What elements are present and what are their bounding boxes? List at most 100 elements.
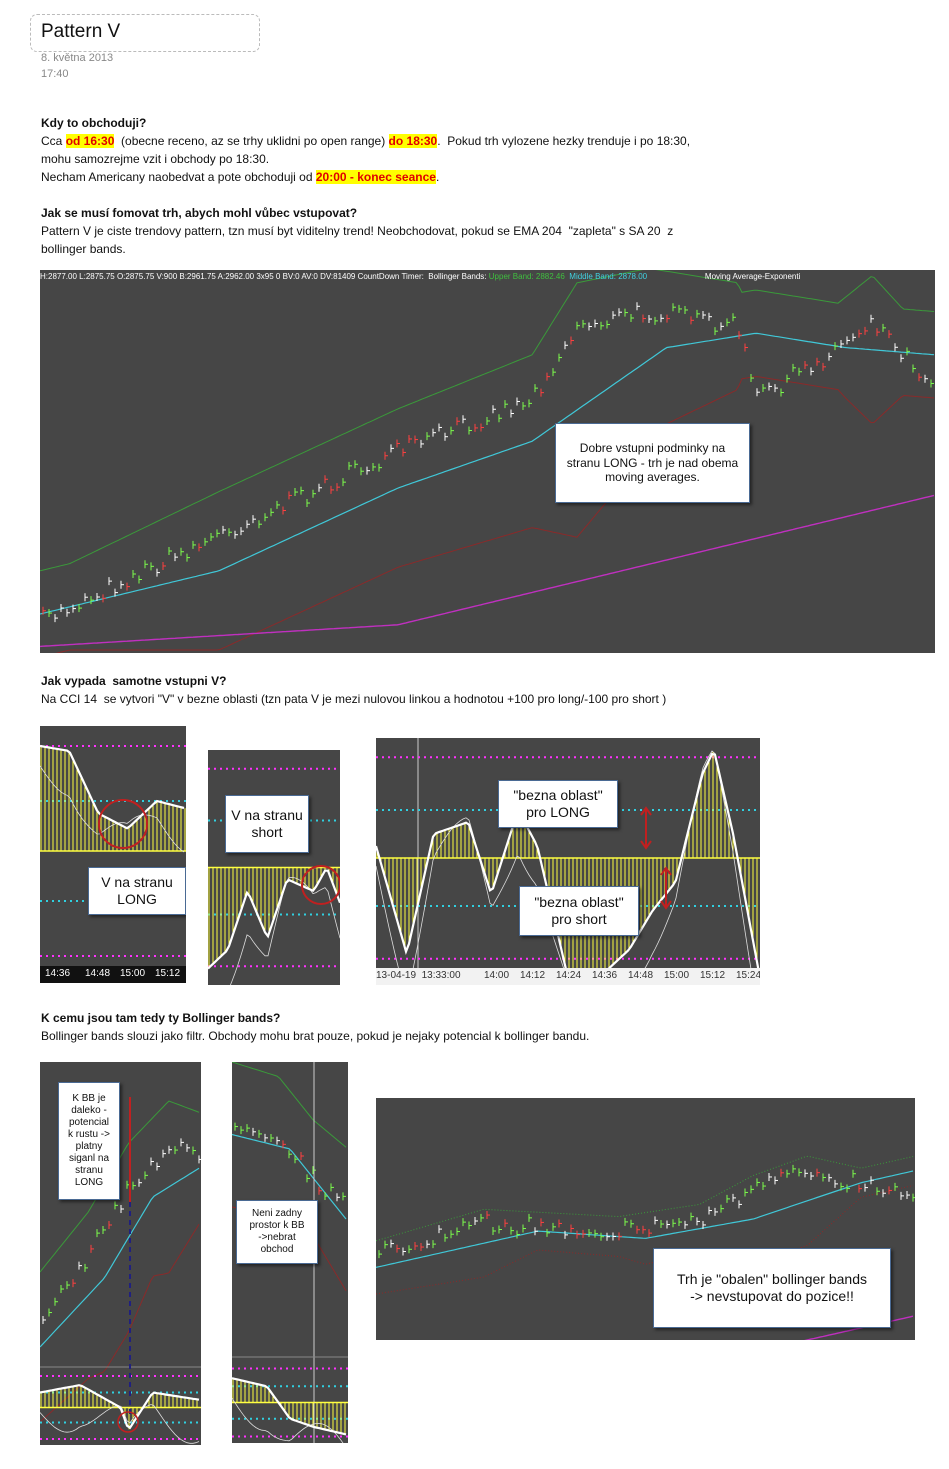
arrow-head: [660, 866, 672, 910]
text-run: do 18:30: [388, 134, 438, 148]
callout-line: prostor k BB: [249, 1220, 305, 1231]
indicator-line: [40, 332, 935, 615]
text-run: Na CCI 14 se vytvori "V" v bezne oblasti…: [41, 692, 667, 706]
legend-text: Upper Band: 2882.46: [488, 272, 565, 281]
section-heading: Jak vypada samotne vstupni V?: [41, 674, 227, 688]
text-line: Na CCI 14 se vytvori "V" v bezne oblasti…: [41, 690, 666, 708]
figure: 13-04-19 13:33:00 14:00 14:12 14:24 14:36 14:…: [376, 738, 760, 985]
section: Kdy to obchoduji? Cca od 16:30 (obecne re…: [41, 114, 690, 186]
time-label: 14:00: [484, 970, 510, 981]
time-label: 15:12: [155, 968, 181, 979]
time-label: 13-04-19 13:33:00: [376, 970, 461, 981]
callout: K BB je daleko - potencial k rustu -> platny…: [58, 1082, 120, 1200]
title: Pattern V: [41, 21, 121, 42]
callout: Trh je "obalen" bollinger bands -> nevstu…: [653, 1248, 891, 1328]
time-label: 15:00: [120, 968, 146, 979]
text-run: . Pokud trh vylozene hezky trenduje i po…: [437, 134, 691, 148]
chart-image: [232, 1062, 348, 1443]
figure: K BB je daleko - potencial k rustu -> platny…: [40, 1062, 201, 1445]
text-run: Cca: [41, 134, 66, 148]
indicator-line: [40, 1223, 200, 1423]
section: Jak se musí fomovat trh, abych mohl vůbe…: [41, 204, 673, 258]
text-run: Pattern V je ciste trendovy pattern, tzn…: [41, 224, 674, 238]
callout-line: LONG: [74, 1177, 104, 1188]
time-label: 14:36: [592, 970, 618, 981]
indicator-line: [232, 1062, 347, 1148]
indicator-line: [376, 1185, 914, 1295]
indicator-line: [40, 744, 185, 830]
callout-line: Neni zadny: [251, 1208, 303, 1219]
callout-line: stranu LONG - trh je nad obema: [566, 455, 739, 470]
callout-line: LONG: [117, 891, 157, 907]
text-run: .: [435, 170, 440, 184]
section-heading: Jak se musí fomovat trh, abych mohl vůbe…: [41, 206, 358, 220]
callout-line: V na stranu: [101, 874, 173, 891]
callout-line: platny: [75, 1141, 103, 1152]
marker-circle: [117, 1411, 139, 1433]
callout: "bezna oblast" pro short: [519, 886, 639, 936]
time-label: 15:24: [736, 970, 760, 981]
callout: Dobre vstupni podminky na stranu LONG - t…: [555, 423, 750, 503]
callout-line: "bezna oblast": [534, 894, 624, 911]
title-box: [30, 14, 260, 52]
indicator-line: [40, 270, 935, 572]
marker-circle: [301, 865, 340, 905]
callout-line: potencial: [68, 1117, 110, 1128]
callout-line: k rustu ->: [68, 1129, 110, 1140]
time: 17:40: [41, 68, 69, 80]
text-run: (obecne receno, az se trhy uklidni po op…: [114, 134, 389, 148]
chart-image: [40, 744, 186, 957]
indicator-line: [40, 1167, 200, 1348]
text-run: bollinger bands.: [41, 242, 126, 256]
text-run: Bollinger bands slouzi jako filtr. Obcho…: [41, 1029, 590, 1043]
text-line: bollinger bands.: [41, 240, 673, 258]
figure: H:2877.00 L:2875.75 O:2875.75 V:900 B:29…: [40, 270, 935, 653]
text-line: Cca od 16:30 (obecne receno, az se trhy …: [41, 132, 690, 150]
indicator-line: [40, 1384, 200, 1430]
chart-image: [40, 1097, 201, 1444]
callout-line: Dobre vstupni podminky na: [579, 441, 726, 456]
callout: Neni zadny prostor k BB ->nebrat obchod: [236, 1200, 318, 1264]
time-label: 14:24: [556, 970, 582, 981]
text-line: Bollinger bands slouzi jako filtr. Obcho…: [41, 1027, 589, 1045]
figure: Trh je "obalen" bollinger bands -> nevstu…: [376, 1098, 915, 1340]
text-run: Necham Americany naobedvat a pote obchod…: [41, 170, 316, 184]
callout-line: V na stranu: [231, 807, 303, 824]
text-run: mohu samozrejme vzit i obchody po 18:30.: [41, 152, 270, 166]
time-label: 14:48: [85, 968, 111, 979]
text-line: Necham Americany naobedvat a pote obchod…: [41, 168, 690, 186]
legend-text: Moving Average-Exponenti: [647, 272, 801, 281]
callout-line: "bezna oblast": [513, 787, 603, 804]
time-label: 14:48: [628, 970, 654, 981]
callout-line: ->nebrat: [258, 1232, 296, 1243]
callout-line: daleko -: [71, 1105, 107, 1116]
section: K cemu jsou tam tedy ty Bollinger bands?…: [41, 1009, 589, 1045]
time-label: 14:36: [45, 968, 71, 979]
callout-line: pro short: [551, 911, 607, 927]
indicator-line: [376, 1170, 914, 1268]
indicator-line: [229, 876, 340, 985]
legend-text: Middle Band: 2878.00: [564, 272, 648, 281]
callout-line: -> nevstupovat do pozice!!: [690, 1288, 854, 1304]
indicator-line: [376, 1155, 914, 1242]
marker-circle: [98, 799, 148, 849]
indicator-line: [208, 869, 340, 970]
text-run: od 16:30: [65, 134, 115, 148]
text-run: 20:00 - konec seance: [315, 170, 436, 184]
time-axis: 14:36 14:48 15:00 15:12: [40, 966, 186, 983]
chart-image: [208, 767, 340, 985]
chart-image: [376, 1155, 915, 1340]
indicator-line: [232, 1133, 347, 1220]
callout: "bezna oblast" pro LONG: [498, 780, 618, 828]
indicator-line: [40, 494, 935, 648]
time-label: 15:00: [664, 970, 690, 981]
arrow-head: [640, 806, 652, 850]
figure: V na stranu short: [208, 750, 340, 985]
callout: V na stranu short: [225, 795, 309, 853]
callout: V na stranu LONG: [88, 867, 186, 915]
indicator-line: [55, 376, 935, 653]
figure: 14:36 14:48 15:00 15:12 V na stranu LONG: [40, 726, 186, 983]
indicator-line: [804, 1315, 914, 1340]
callout-line: K BB je: [72, 1093, 106, 1104]
